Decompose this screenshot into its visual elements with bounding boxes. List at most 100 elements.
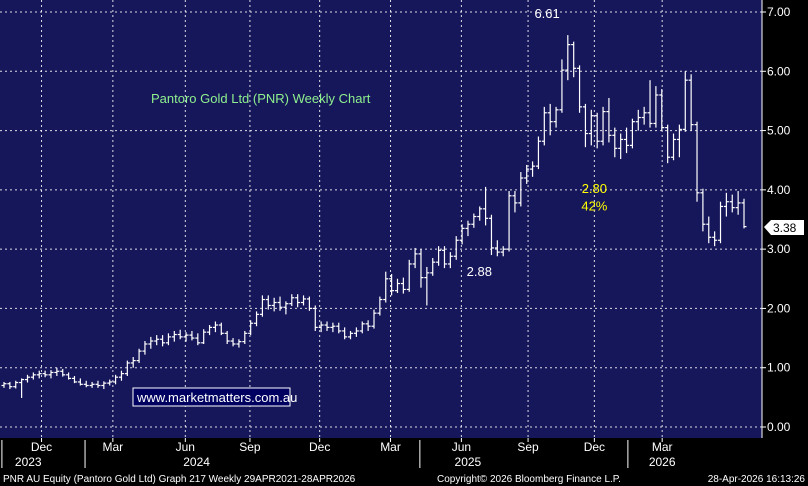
- ohlc-bar: [95, 380, 101, 388]
- ohlc-bar: [441, 246, 447, 269]
- ohlc-bar: [471, 213, 477, 228]
- ohlc-bar: [301, 295, 307, 306]
- ohlc-bar: [659, 89, 665, 131]
- ohlc-bar: [494, 240, 500, 257]
- ohlc-bar: [541, 106, 547, 146]
- footer-right: 28-Apr-2026 16:13:26: [708, 474, 806, 485]
- ohlc-bar: [700, 188, 706, 232]
- ohlc-bar: [242, 330, 248, 344]
- ohlc-bar: [712, 231, 718, 247]
- ohlc-bar: [676, 124, 682, 158]
- y-tick-label: 4.00: [767, 183, 791, 197]
- ohlc-bar: [336, 322, 342, 334]
- footer-left: PNR AU Equity (Pantoro Gold Ltd) Graph 2…: [3, 474, 356, 485]
- ohlc-bar: [389, 274, 395, 296]
- x-axis: Dec Mar Jun Sep Dec Mar Jun Sep Dec Mar 2023 2024 20…: [1, 438, 676, 469]
- ohlc-bar: [430, 258, 436, 276]
- ohlc-bar: [259, 295, 265, 317]
- ohlc-bar: [718, 201, 724, 244]
- ohlc-bar: [195, 333, 201, 346]
- ohlc-bar: [19, 378, 25, 398]
- ohlc-bar: [694, 121, 700, 202]
- x-month-label: Mar: [652, 440, 673, 454]
- ohlc-bar: [124, 360, 130, 377]
- x-month-label: Dec: [584, 440, 605, 454]
- ohlc-bar: [212, 321, 218, 333]
- ohlc-bar: [671, 133, 677, 161]
- website-label: www.marketmatters.com.au: [136, 390, 297, 405]
- ohlc-bar: [66, 372, 72, 380]
- ohlc-bar: [107, 379, 113, 386]
- chart-annotation: 6.61: [534, 6, 559, 21]
- ohlc-bar: [477, 206, 483, 221]
- ohlc-bar: [289, 294, 295, 307]
- y-tick-label: 7.00: [767, 5, 791, 19]
- ohlc-bar: [359, 321, 365, 334]
- ohlc-bar: [506, 191, 512, 252]
- ohlc-bar: [236, 339, 242, 348]
- last-price-marker: [764, 220, 804, 235]
- ohlc-bar: [89, 381, 95, 388]
- ohlc-bar: [424, 266, 430, 306]
- ohlc-bar: [154, 335, 160, 346]
- chart-annotation: 2.80: [582, 181, 607, 196]
- annotations: 6.61 2.88 2.80 42%: [467, 6, 608, 279]
- last-price-label: 3.38: [773, 221, 797, 235]
- ohlc-bar: [377, 296, 383, 316]
- chart-title: Pantoro Gold Ltd (PNR) Weekly Chart: [151, 91, 371, 106]
- ohlc-bar: [612, 127, 618, 158]
- ohlc-bar: [13, 380, 19, 389]
- ohlc-bar: [394, 278, 400, 294]
- ohlc-bar: [665, 124, 671, 164]
- ohlc-bar: [635, 109, 641, 131]
- ohlc-bar: [177, 329, 183, 340]
- x-month-label: Sep: [517, 440, 539, 454]
- ohlc-bar: [189, 330, 195, 341]
- ohlc-bar: [36, 370, 42, 379]
- ohlc-bar: [418, 249, 424, 288]
- footer-center: Copyright© 2026 Bloomberg Finance L.P.: [437, 474, 621, 485]
- ohlc-bar: [406, 259, 412, 292]
- ohlc-bar: [165, 333, 171, 346]
- ohlc-bar: [559, 59, 565, 113]
- ohlc-bar: [530, 161, 536, 177]
- ohlc-bar: [606, 97, 612, 143]
- ohlc-bar: [54, 367, 60, 377]
- x-month-label: Mar: [380, 440, 401, 454]
- ohlc-bar: [353, 327, 359, 337]
- ohlc-bar: [42, 370, 48, 378]
- ohlc-bar: [706, 216, 712, 244]
- ohlc-bar: [741, 198, 747, 229]
- ohlc-bar: [500, 246, 506, 257]
- ohlc-bar: [183, 332, 189, 342]
- ohlc-bar: [571, 41, 577, 78]
- ohlc-bar: [565, 35, 571, 81]
- ohlc-bar: [48, 370, 54, 379]
- ohlc-bar: [248, 320, 254, 336]
- ohlc-bar: [30, 372, 36, 380]
- ohlc-bar: [201, 329, 207, 344]
- ohlc-bar: [365, 320, 371, 331]
- ohlc-bar: [312, 305, 318, 331]
- footer-bar: [0, 470, 808, 486]
- x-year-label: 2024: [183, 455, 210, 469]
- ohlc-bar: [271, 297, 277, 312]
- ohlc-bar: [459, 224, 465, 245]
- y-tick-label: 0.00: [767, 420, 791, 434]
- ohlc-bar: [1, 381, 7, 388]
- ohlc-bar: [735, 191, 741, 215]
- ohlc-bar: [553, 106, 559, 128]
- ohlc-bar: [624, 127, 630, 154]
- ohlc-bar: [160, 335, 166, 347]
- ohlc-bar: [254, 311, 260, 327]
- x-year-label: 2025: [455, 455, 482, 469]
- x-month-label: Jun: [176, 440, 195, 454]
- y-tick-label: 6.00: [767, 64, 791, 78]
- y-axis: 0.00 1.00 2.00 3.00 4.00 5.00 6.00 7.00: [761, 0, 791, 438]
- ohlc-bar: [512, 191, 518, 213]
- ohlc-bar: [130, 357, 136, 368]
- ohlc-bar: [524, 164, 530, 184]
- ohlc-bar: [277, 296, 283, 311]
- ohlc-bar: [400, 277, 406, 294]
